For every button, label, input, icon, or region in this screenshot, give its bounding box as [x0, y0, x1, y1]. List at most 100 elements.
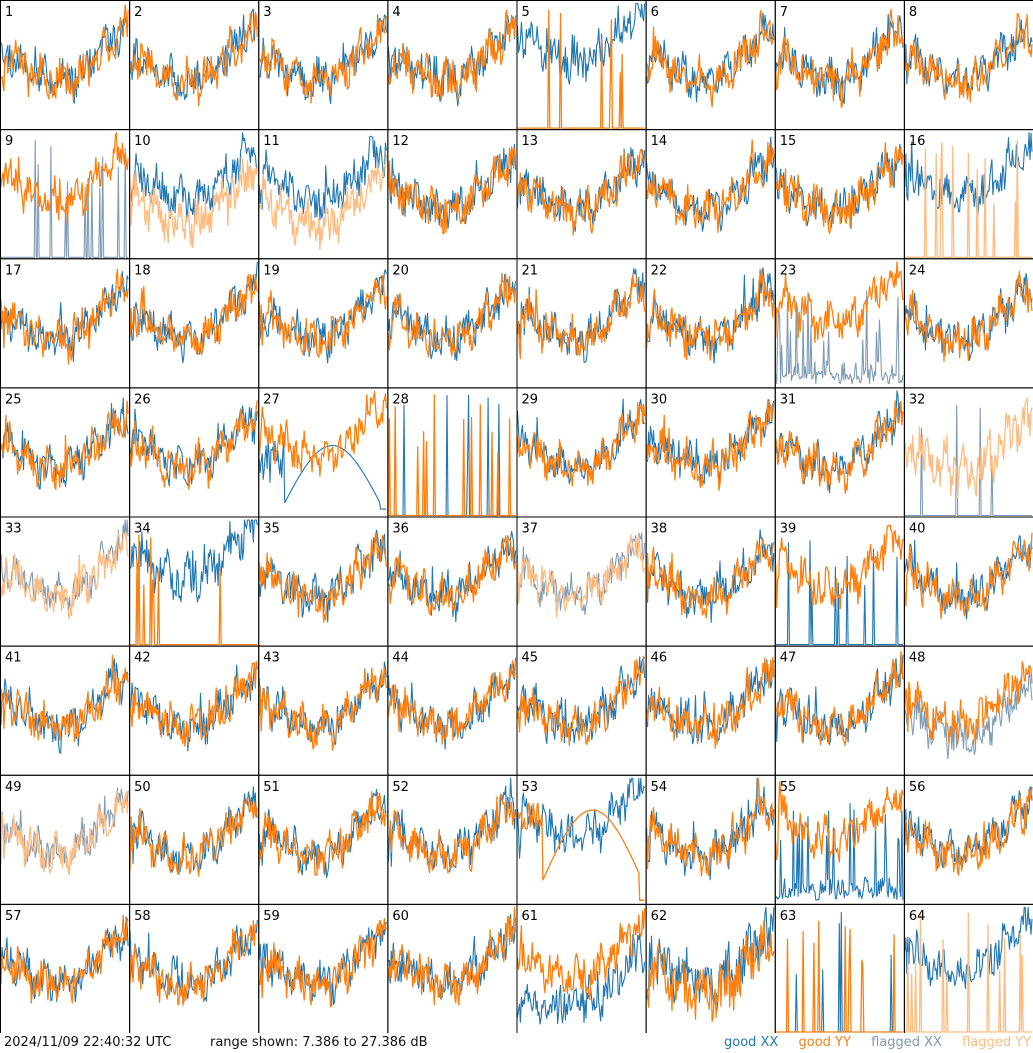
panel-18: 18: [129, 258, 260, 389]
panel-30: 30: [645, 387, 776, 518]
yy-trace-17: [0, 268, 129, 365]
panel-label-36: 36: [392, 522, 409, 537]
yy-trace-32: [904, 397, 1033, 499]
panel-64: 64: [903, 903, 1033, 1033]
panel-43: 43: [258, 645, 389, 776]
range-label: range shown: 7.386 to 27.386 dB: [210, 1035, 428, 1050]
yy-trace-18: [129, 273, 258, 356]
xx-trace-9: [1, 139, 129, 258]
panel-3: 3: [258, 0, 389, 131]
panel-label-40: 40: [909, 522, 926, 537]
panel-label-3: 3: [263, 5, 271, 20]
panel-13: 13: [516, 129, 647, 260]
panel-label-26: 26: [134, 392, 151, 407]
yy-trace-34: [130, 534, 258, 646]
yy-trace-61: [516, 908, 646, 1001]
panel-label-41: 41: [5, 651, 22, 666]
yy-trace-25: [0, 400, 129, 491]
panel-label-4: 4: [392, 5, 400, 20]
yy-trace-28: [387, 394, 516, 517]
yy-trace-22: [645, 268, 775, 361]
yy-trace-5: [517, 9, 645, 129]
panel-label-17: 17: [5, 263, 22, 278]
panel-31: 31: [774, 387, 905, 518]
panel-label-18: 18: [134, 263, 151, 278]
yy-trace-1: [0, 4, 129, 101]
panel-57: 57: [0, 903, 131, 1033]
yy-trace-64: [904, 912, 1032, 1033]
xx-trace-53: [516, 777, 646, 859]
panel-label-22: 22: [651, 263, 668, 278]
panel-label-9: 9: [5, 134, 13, 149]
panel-label-25: 25: [5, 392, 22, 407]
panel-label-14: 14: [651, 134, 668, 149]
panel-38: 38: [645, 516, 776, 647]
panel-label-62: 62: [651, 909, 668, 924]
panel-63: 63: [774, 903, 905, 1033]
yy-trace-30: [645, 399, 775, 491]
panel-60: 60: [387, 903, 518, 1033]
panel-label-2: 2: [134, 5, 142, 20]
panel-label-39: 39: [780, 522, 797, 537]
panel-label-12: 12: [392, 134, 409, 149]
panel-label-57: 57: [5, 909, 22, 924]
legend-good-yy: good YY: [798, 1035, 851, 1050]
panel-45: 45: [516, 645, 647, 776]
panel-label-13: 13: [522, 134, 539, 149]
panel-41: 41: [0, 645, 131, 776]
yy-trace-47: [775, 650, 904, 746]
panel-2: 2: [129, 0, 260, 131]
panel-label-50: 50: [134, 780, 151, 795]
panel-56: 56: [903, 774, 1033, 905]
panel-34: 34: [129, 516, 260, 647]
panel-20: 20: [387, 258, 518, 389]
panel-label-37: 37: [522, 522, 539, 537]
yy-trace-42: [129, 660, 258, 747]
yy-trace-29: [516, 401, 646, 487]
xx-trace-63: [775, 911, 903, 1033]
panel-label-49: 49: [5, 780, 22, 795]
panel-9: 9: [0, 129, 131, 260]
yy-trace-12: [387, 146, 517, 235]
yy-trace-8: [904, 13, 1033, 103]
panel-label-53: 53: [522, 780, 539, 795]
panel-5: 5: [516, 0, 647, 131]
panel-label-21: 21: [522, 263, 539, 278]
panel-26: 26: [129, 387, 260, 518]
xx-trace-61: [516, 932, 646, 1025]
panel-label-8: 8: [909, 5, 917, 20]
panel-47: 47: [774, 645, 905, 776]
panel-10: 10: [129, 129, 260, 260]
panel-frame-64: [903, 903, 1033, 1033]
yy-trace-55: [775, 781, 904, 863]
panel-32: 32: [903, 387, 1033, 518]
yy-trace-48: [904, 660, 1033, 745]
panel-label-58: 58: [134, 909, 151, 924]
panel-53: 53: [516, 774, 647, 905]
yy-trace-13: [516, 148, 646, 236]
yy-trace-41: [0, 654, 129, 743]
panel-59: 59: [258, 903, 389, 1033]
panel-label-44: 44: [392, 651, 409, 666]
yy-trace-21: [516, 274, 646, 360]
panel-23: 23: [774, 258, 905, 389]
panel-label-64: 64: [909, 909, 926, 924]
panel-36: 36: [387, 516, 518, 647]
panel-frame-5: [516, 0, 647, 131]
panel-label-29: 29: [522, 392, 539, 407]
panel-11: 11: [258, 129, 389, 260]
xx-trace-46: [646, 659, 775, 745]
panel-51: 51: [258, 774, 389, 905]
yy-trace-50: [129, 796, 258, 877]
panel-label-31: 31: [780, 392, 797, 407]
legend-flagged-yy: flagged YY: [962, 1035, 1031, 1050]
xx-trace-41: [0, 658, 129, 754]
panel-label-51: 51: [263, 780, 280, 795]
yy-trace-4: [387, 9, 517, 101]
panel-50: 50: [129, 774, 260, 905]
panel-label-46: 46: [651, 651, 668, 666]
yy-trace-33: [0, 532, 129, 620]
yy-trace-24: [904, 270, 1033, 362]
panel-label-23: 23: [780, 263, 797, 278]
panel-label-10: 10: [134, 134, 151, 149]
